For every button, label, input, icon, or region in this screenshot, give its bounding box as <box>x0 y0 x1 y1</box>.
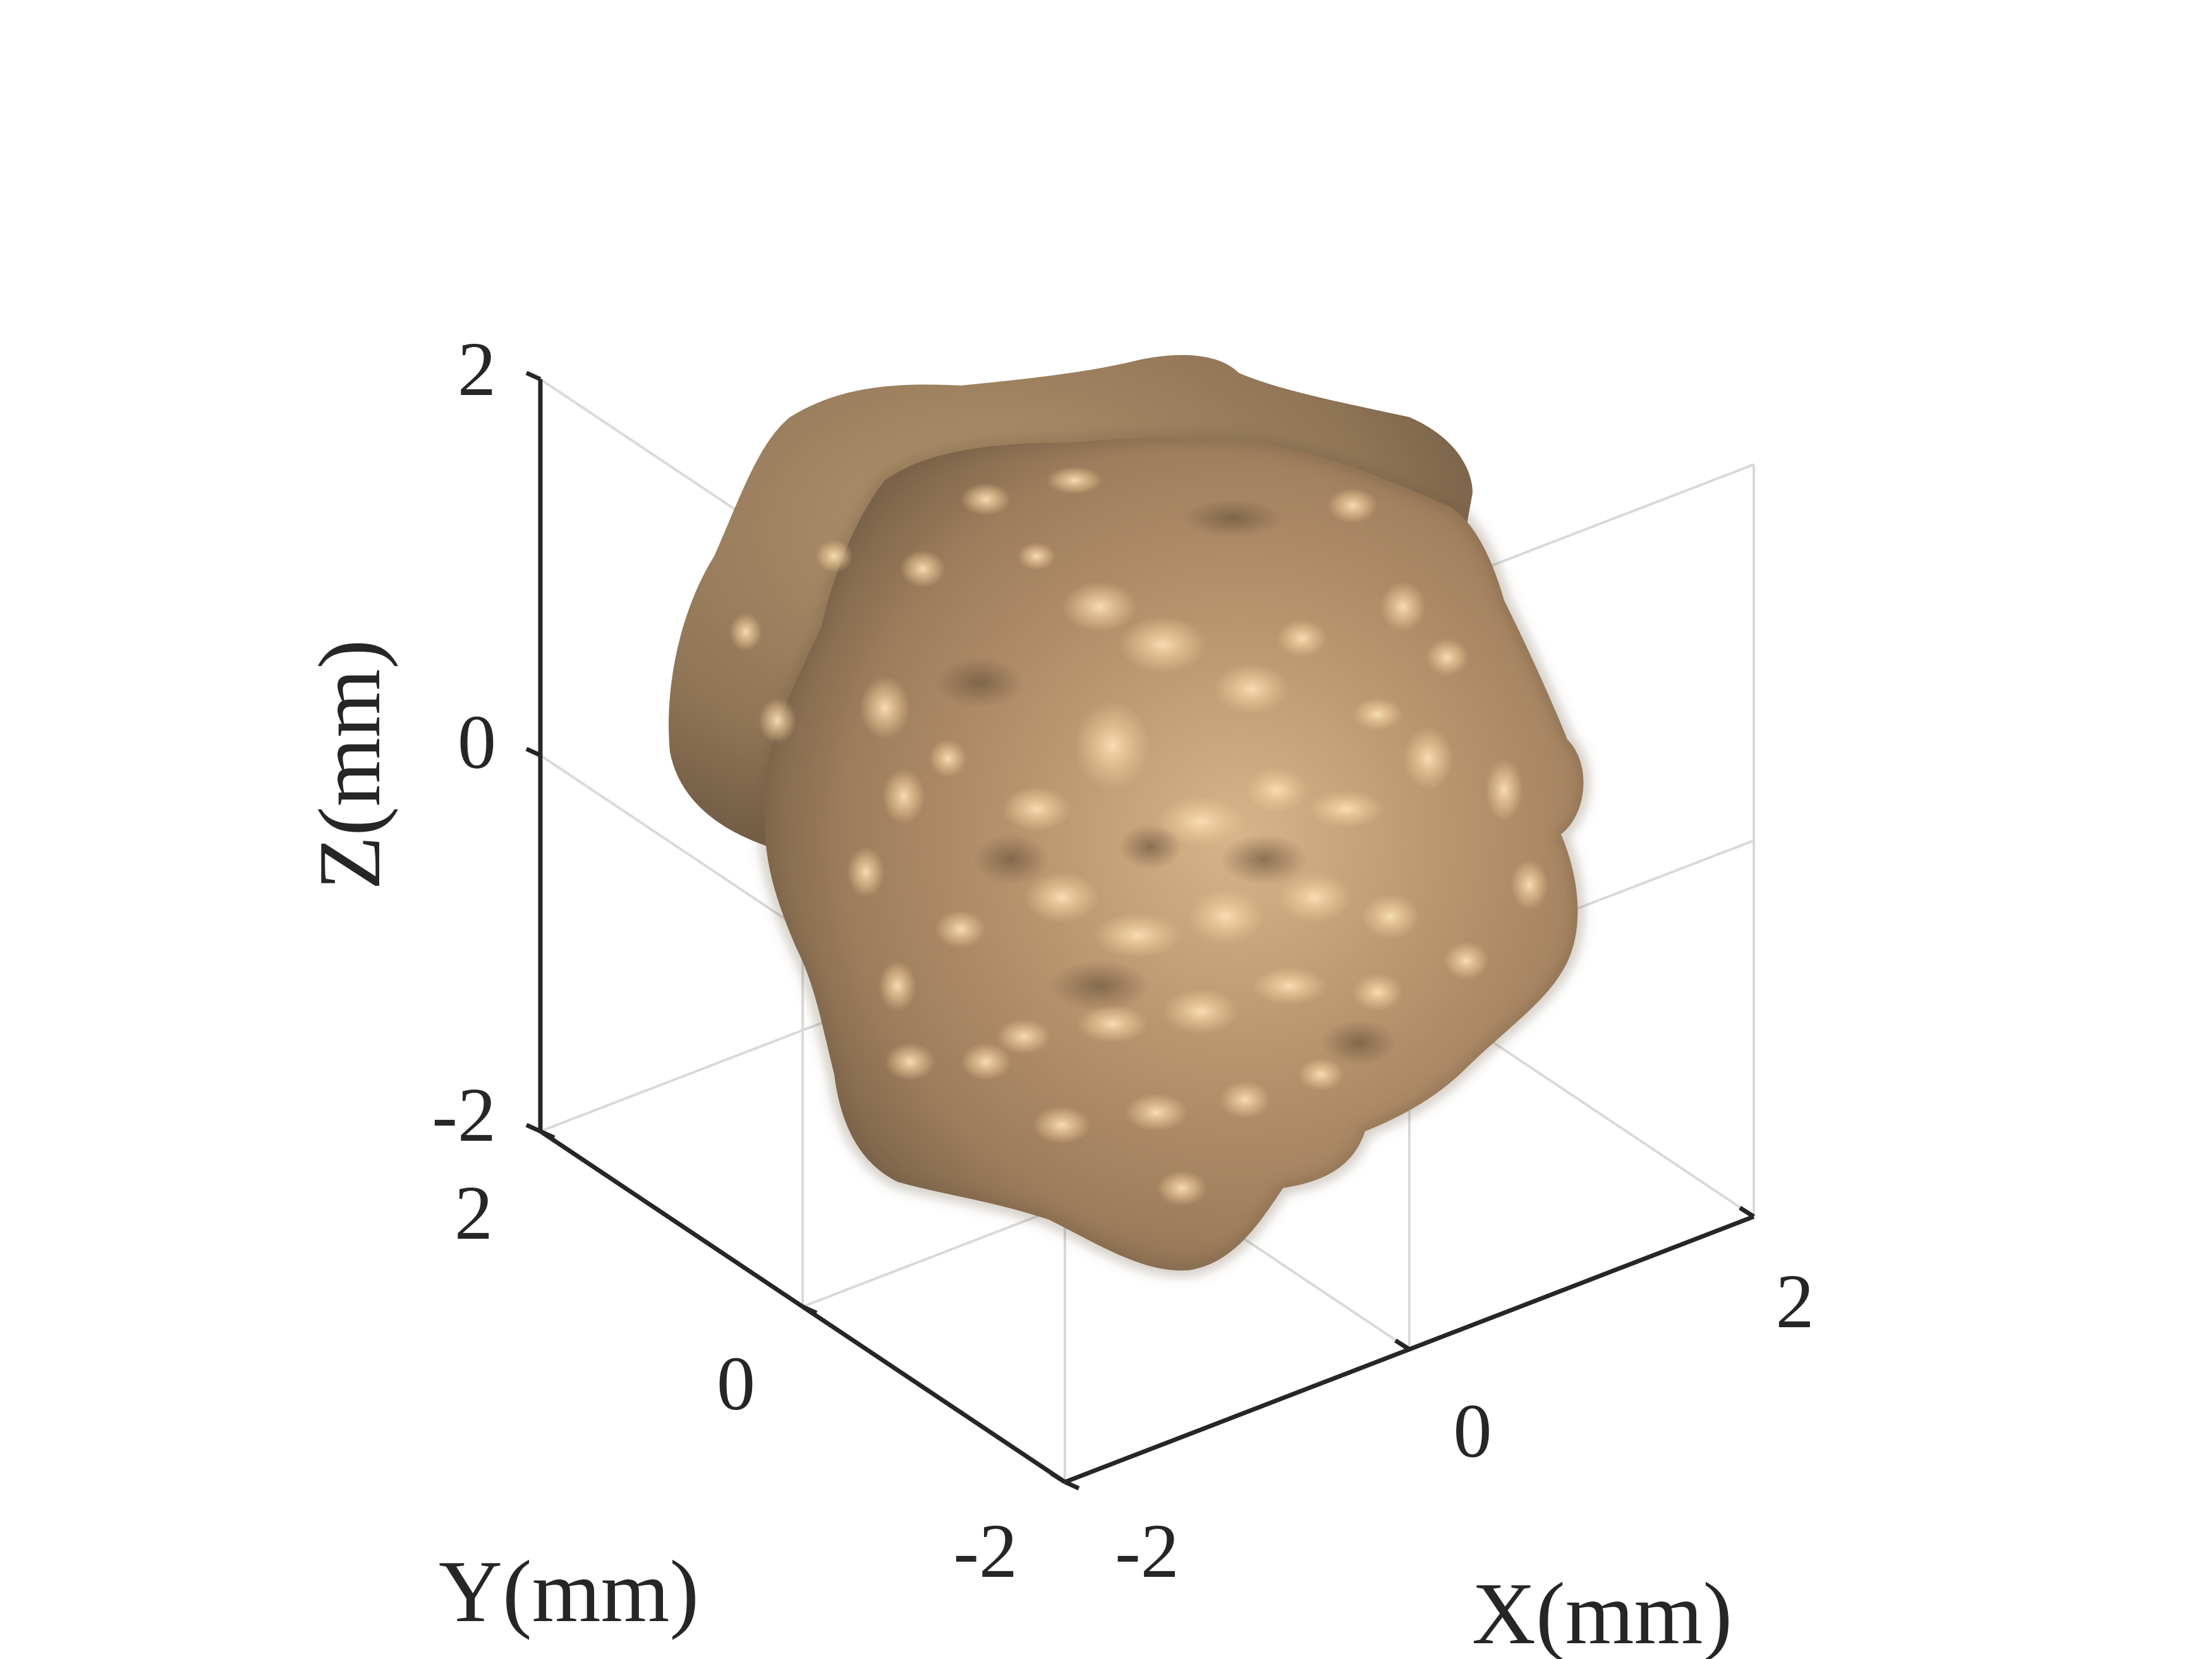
x-tick-label-0: 0 <box>1454 1389 1492 1474</box>
surface-highlight <box>878 961 916 1011</box>
axes <box>525 370 1755 1491</box>
surface-highlight <box>1213 664 1289 714</box>
surface-highlight <box>1157 796 1245 847</box>
surface-highlight <box>996 1019 1052 1054</box>
surface-highlight <box>1251 967 1327 1005</box>
y-tick <box>1064 1480 1080 1491</box>
particle-surface <box>669 355 1589 1277</box>
surface-highlight <box>1125 1093 1188 1131</box>
y-tick <box>801 1304 818 1315</box>
y-axis-label: Y(mm) <box>439 1543 699 1641</box>
surface-highlight <box>815 540 853 573</box>
surface-highlight <box>1119 616 1207 673</box>
surface-highlight <box>885 1043 935 1081</box>
z-tick <box>525 746 542 758</box>
surface-pit <box>1049 961 1150 1011</box>
surface-highlight <box>1510 860 1548 910</box>
surface-highlight <box>729 613 762 651</box>
surface-highlight <box>1361 894 1419 939</box>
y-tick-label-2: 2 <box>454 1170 493 1256</box>
z-tick-label-0: 0 <box>458 700 496 785</box>
x-tick-label-neg2: -2 <box>1115 1509 1179 1594</box>
surface-highlight <box>1352 698 1403 731</box>
surface-highlight <box>961 483 1011 516</box>
surface-highlight <box>1298 1058 1344 1091</box>
surface-highlight <box>847 847 885 897</box>
z-tick <box>525 370 542 382</box>
surface-highlight <box>1046 466 1103 494</box>
surface-highlight <box>1077 1005 1148 1043</box>
y-tick <box>539 1129 556 1140</box>
surface-pit <box>1119 824 1182 870</box>
surface-highlight <box>1403 727 1454 790</box>
x-tick <box>1739 1206 1755 1218</box>
surface-highlight <box>1220 1081 1270 1119</box>
x-tick <box>1050 1471 1066 1484</box>
x-tick <box>1394 1339 1411 1351</box>
surface-highlight <box>1443 942 1489 980</box>
surface-shadow-rim <box>758 432 1589 1277</box>
surface-highlight <box>1380 581 1426 632</box>
z-tick-label-neg2: -2 <box>432 1073 496 1158</box>
surface-highlight <box>1074 702 1150 790</box>
surface-highlight <box>1157 1170 1207 1206</box>
surface-highlight <box>1426 638 1469 676</box>
surface-highlight <box>1033 1106 1091 1144</box>
surface-highlight <box>860 676 910 739</box>
surface-highlights <box>729 466 1548 1206</box>
surface-highlight <box>1277 872 1352 923</box>
surface-highlight <box>1485 758 1523 822</box>
surface-highlight <box>1002 786 1071 832</box>
z-tick-label-2: 2 <box>458 327 496 412</box>
surface-highlight <box>1062 581 1138 632</box>
z-axis-label: Z(mm) <box>301 640 399 890</box>
surface-pit <box>1220 834 1308 885</box>
surface-pit <box>1182 499 1283 537</box>
surface-highlight <box>1018 542 1055 570</box>
surface-pit <box>935 657 1024 708</box>
surface-highlight <box>1188 889 1264 944</box>
surface-highlight <box>900 550 945 588</box>
surface-highlight <box>882 769 925 824</box>
surface-highlight <box>1163 988 1239 1034</box>
surface-highlight <box>1327 488 1378 523</box>
surface-highlight <box>758 698 796 743</box>
surface-highlight <box>1277 619 1327 657</box>
surface-highlight <box>1245 767 1308 813</box>
surface-pit <box>973 834 1049 885</box>
y-tick-label-neg2: -2 <box>953 1509 1018 1594</box>
surface-highlight <box>1093 913 1182 958</box>
y-tick-label-0: 0 <box>717 1341 755 1426</box>
z-tick <box>525 1122 542 1134</box>
surface-highlight <box>1024 872 1100 923</box>
surface-pit <box>1321 1020 1397 1066</box>
surface-highlight <box>1308 790 1384 828</box>
surface-highlight <box>961 1043 1011 1081</box>
surface-highlight <box>935 910 986 948</box>
surface-highlight <box>929 739 967 777</box>
surface-highlight <box>1352 973 1403 1011</box>
x-axis-label: X(mm) <box>1472 1565 1732 1659</box>
x-tick-label-2: 2 <box>1776 1259 1814 1344</box>
